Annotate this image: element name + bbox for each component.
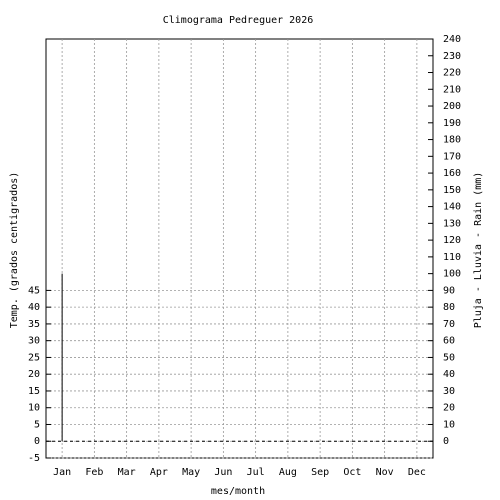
y-tick-label: 15 bbox=[28, 386, 40, 397]
y2-tick-label: 80 bbox=[443, 302, 455, 313]
x-tick-label: Jun bbox=[214, 467, 232, 478]
x-tick-label: Feb bbox=[85, 467, 103, 478]
y2-tick-label: 60 bbox=[443, 336, 455, 347]
x-tick-label: Sep bbox=[311, 467, 329, 478]
y-tick-label: 30 bbox=[28, 336, 40, 347]
x-tick-label: Jan bbox=[53, 467, 71, 478]
y2-tick-label: 120 bbox=[443, 235, 461, 246]
x-tick-label: Aug bbox=[279, 467, 297, 478]
y-tick-label: 20 bbox=[28, 369, 40, 380]
x-tick-label: Dec bbox=[408, 467, 426, 478]
y2-tick-label: 180 bbox=[443, 135, 461, 146]
y2-tick-label: 160 bbox=[443, 168, 461, 179]
plot-frame bbox=[45, 38, 434, 459]
y-tick-label: 40 bbox=[28, 302, 40, 313]
x-axis-label: mes/month bbox=[211, 486, 265, 497]
x-tick-label: Mar bbox=[118, 467, 136, 478]
y2-tick-label: 140 bbox=[443, 202, 461, 213]
y2-tick-label: 50 bbox=[443, 352, 455, 363]
y2-tick-label: 40 bbox=[443, 369, 455, 380]
x-tick-label: Oct bbox=[343, 467, 361, 478]
y-tick-label: 0 bbox=[34, 436, 40, 447]
y2-tick-label: 70 bbox=[443, 319, 455, 330]
x-tick-label: Jul bbox=[247, 467, 265, 478]
y2-tick-label: 20 bbox=[443, 403, 455, 414]
y2-tick-label: 0 bbox=[443, 436, 449, 447]
y-tick-label: 10 bbox=[28, 403, 40, 414]
y-tick-label: 5 bbox=[34, 419, 40, 430]
y-tick-label: 45 bbox=[28, 285, 40, 296]
x-tick-label: Nov bbox=[376, 467, 394, 478]
y2-tick-label: 220 bbox=[443, 68, 461, 79]
y2-axis-label: Pluja - Lluvia - Rain (mm) bbox=[473, 172, 484, 329]
y2-tick-label: 170 bbox=[443, 151, 461, 162]
y-tick-label: 35 bbox=[28, 319, 40, 330]
y-axis-label: Temp. (grados centigrados) bbox=[9, 172, 20, 329]
y2-tick-label: 100 bbox=[443, 269, 461, 280]
y2-tick-label: 240 bbox=[443, 34, 461, 45]
y2-tick-label: 230 bbox=[443, 51, 461, 62]
y-tick-label: -5 bbox=[28, 453, 40, 464]
y-tick-label: 25 bbox=[28, 352, 40, 363]
x-tick-label: May bbox=[182, 467, 200, 478]
y2-tick-label: 110 bbox=[443, 252, 461, 263]
x-tick-label: Apr bbox=[150, 467, 168, 478]
chart-title: Climograma Pedreguer 2026 bbox=[163, 15, 314, 26]
y2-tick-label: 210 bbox=[443, 84, 461, 95]
y2-tick-label: 150 bbox=[443, 185, 461, 196]
y2-tick-label: 90 bbox=[443, 285, 455, 296]
y2-tick-label: 30 bbox=[443, 386, 455, 397]
y2-tick-label: 10 bbox=[443, 419, 455, 430]
y2-tick-label: 190 bbox=[443, 118, 461, 129]
y2-tick-label: 130 bbox=[443, 218, 461, 229]
y2-tick-label: 200 bbox=[443, 101, 461, 112]
